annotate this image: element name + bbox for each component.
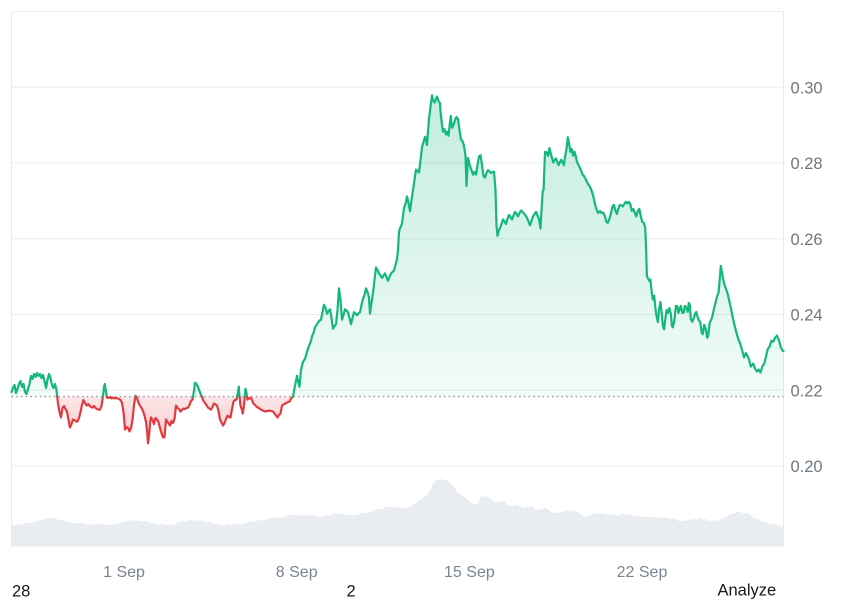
svg-text:8 Sep: 8 Sep (276, 564, 318, 581)
svg-text:28: 28 (12, 583, 30, 601)
svg-text:0.26: 0.26 (791, 231, 823, 249)
svg-text:0.20: 0.20 (791, 458, 823, 476)
svg-text:0.28: 0.28 (791, 155, 823, 173)
svg-text:2: 2 (347, 583, 356, 601)
svg-text:0.24: 0.24 (791, 307, 823, 325)
svg-text:0.22: 0.22 (791, 382, 823, 400)
svg-text:22 Sep: 22 Sep (617, 564, 668, 581)
svg-text:0.30: 0.30 (791, 79, 823, 97)
svg-text:Analyze: Analyze (718, 582, 777, 600)
svg-text:1 Sep: 1 Sep (103, 564, 145, 581)
svg-text:15 Sep: 15 Sep (444, 564, 495, 581)
